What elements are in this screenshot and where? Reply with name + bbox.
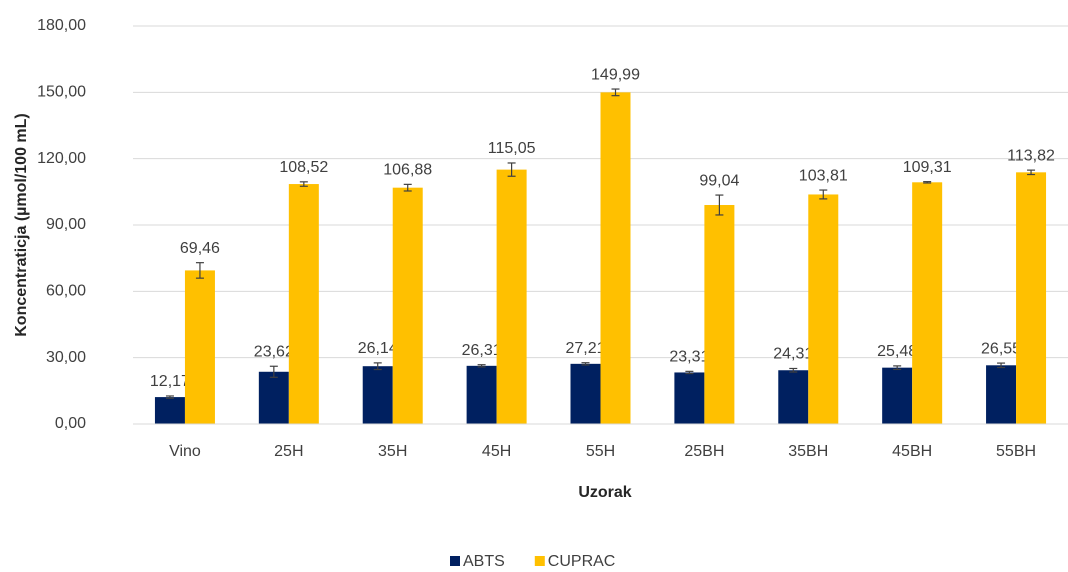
x-tick-label: 35H bbox=[378, 443, 407, 460]
legend-swatch bbox=[450, 556, 460, 566]
data-label: 23,31 bbox=[669, 349, 709, 366]
bar bbox=[674, 372, 705, 424]
data-label: 109,31 bbox=[903, 159, 952, 176]
x-tick-label: 55BH bbox=[996, 443, 1036, 460]
error-bar bbox=[923, 181, 932, 184]
bar bbox=[778, 370, 809, 424]
error-bar bbox=[299, 181, 308, 187]
data-label: 106,88 bbox=[383, 162, 432, 179]
legend-label: ABTS bbox=[463, 553, 505, 570]
x-axis-title: Uzorak bbox=[578, 484, 631, 501]
data-label: 115,05 bbox=[488, 140, 536, 157]
error-bar bbox=[819, 189, 828, 200]
bar bbox=[704, 205, 735, 424]
y-tick-label: 90,00 bbox=[46, 216, 86, 233]
error-bar bbox=[611, 88, 620, 97]
error-bar bbox=[403, 183, 412, 192]
error-bar bbox=[1027, 169, 1036, 176]
bar bbox=[600, 92, 631, 425]
x-tick-label: 25H bbox=[274, 443, 303, 460]
bar bbox=[154, 397, 185, 424]
error-bar bbox=[581, 362, 590, 366]
bar bbox=[392, 187, 423, 424]
bar bbox=[912, 182, 943, 424]
y-axis-title: Koncentraticja (µmol/100 mL) bbox=[13, 113, 30, 337]
x-tick-label: 25BH bbox=[684, 443, 724, 460]
bar bbox=[496, 169, 527, 424]
data-label: 69,46 bbox=[180, 240, 220, 257]
y-tick-label: 30,00 bbox=[46, 349, 86, 366]
bar bbox=[1016, 172, 1047, 424]
y-tick-label: 0,00 bbox=[55, 415, 86, 432]
data-label: 108,52 bbox=[279, 159, 328, 176]
data-label: 24,31 bbox=[773, 346, 813, 363]
bar bbox=[882, 367, 913, 424]
x-tick-label: 35BH bbox=[788, 443, 828, 460]
error-bar bbox=[165, 395, 174, 399]
bar bbox=[570, 363, 601, 424]
y-tick-label: 180,00 bbox=[37, 17, 86, 34]
error-bar bbox=[893, 365, 902, 371]
y-tick-label: 120,00 bbox=[37, 150, 86, 167]
bar bbox=[362, 366, 393, 424]
data-label: 23,62 bbox=[254, 343, 294, 360]
y-tick-label: 60,00 bbox=[46, 283, 86, 300]
x-tick-label: 45H bbox=[482, 443, 511, 460]
bar bbox=[184, 270, 215, 424]
data-label: 103,81 bbox=[799, 167, 848, 184]
x-tick-label: 45BH bbox=[892, 443, 932, 460]
data-label: 26,55 bbox=[981, 340, 1021, 357]
x-tick-label: 55H bbox=[586, 443, 615, 460]
error-bar bbox=[269, 365, 278, 378]
data-label: 99,04 bbox=[699, 172, 739, 189]
error-bar bbox=[997, 362, 1006, 369]
error-bar bbox=[685, 370, 694, 375]
bar bbox=[466, 365, 497, 424]
data-label: 149,99 bbox=[591, 66, 640, 83]
legend-swatch bbox=[534, 556, 545, 566]
error-bar bbox=[477, 364, 486, 368]
bar bbox=[258, 371, 289, 424]
data-label: 26,31 bbox=[462, 342, 502, 359]
error-bar bbox=[789, 367, 798, 373]
error-bar bbox=[507, 162, 516, 177]
bar bbox=[808, 194, 839, 424]
data-label: 27,21 bbox=[565, 340, 605, 357]
legend-label: CUPRAC bbox=[548, 553, 616, 570]
data-label: 26,14 bbox=[358, 340, 398, 357]
error-bar bbox=[195, 262, 204, 279]
bar bbox=[288, 184, 319, 424]
error-bar bbox=[373, 362, 382, 371]
bar bbox=[986, 365, 1017, 424]
y-tick-label: 150,00 bbox=[37, 84, 86, 101]
data-label: 25,48 bbox=[877, 343, 917, 360]
data-label: 113,82 bbox=[1007, 147, 1055, 164]
error-bar bbox=[715, 194, 724, 216]
x-tick-label: Vino bbox=[169, 443, 201, 460]
data-label: 12,17 bbox=[150, 373, 190, 390]
